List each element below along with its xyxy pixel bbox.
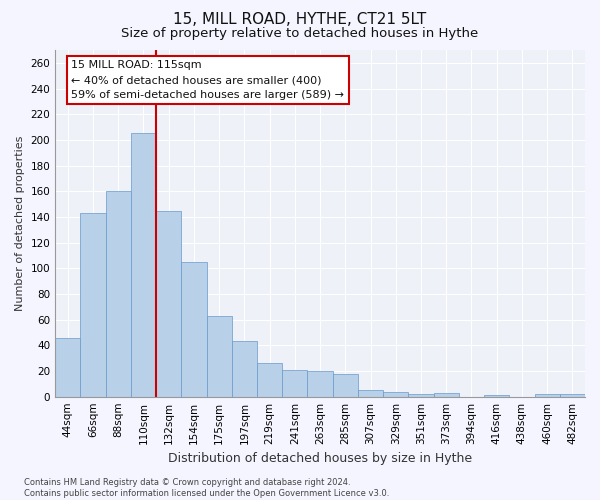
Bar [560,394,585,396]
X-axis label: Distribution of detached houses by size in Hythe: Distribution of detached houses by size … [168,452,472,465]
Bar [232,342,257,396]
Bar [434,393,459,396]
Text: Size of property relative to detached houses in Hythe: Size of property relative to detached ho… [121,28,479,40]
Bar [181,262,206,396]
Bar [307,371,332,396]
Bar [80,213,106,396]
Text: 15 MILL ROAD: 115sqm
← 40% of detached houses are smaller (400)
59% of semi-deta: 15 MILL ROAD: 115sqm ← 40% of detached h… [71,60,344,100]
Bar [156,210,181,396]
Bar [332,374,358,396]
Bar [358,390,383,396]
Bar [257,364,282,396]
Bar [282,370,307,396]
Text: Contains HM Land Registry data © Crown copyright and database right 2024.
Contai: Contains HM Land Registry data © Crown c… [24,478,389,498]
Bar [106,191,131,396]
Bar [131,134,156,396]
Bar [409,394,434,396]
Bar [535,394,560,396]
Y-axis label: Number of detached properties: Number of detached properties [15,136,25,311]
Text: 15, MILL ROAD, HYTHE, CT21 5LT: 15, MILL ROAD, HYTHE, CT21 5LT [173,12,427,28]
Bar [383,392,409,396]
Bar [206,316,232,396]
Bar [55,338,80,396]
